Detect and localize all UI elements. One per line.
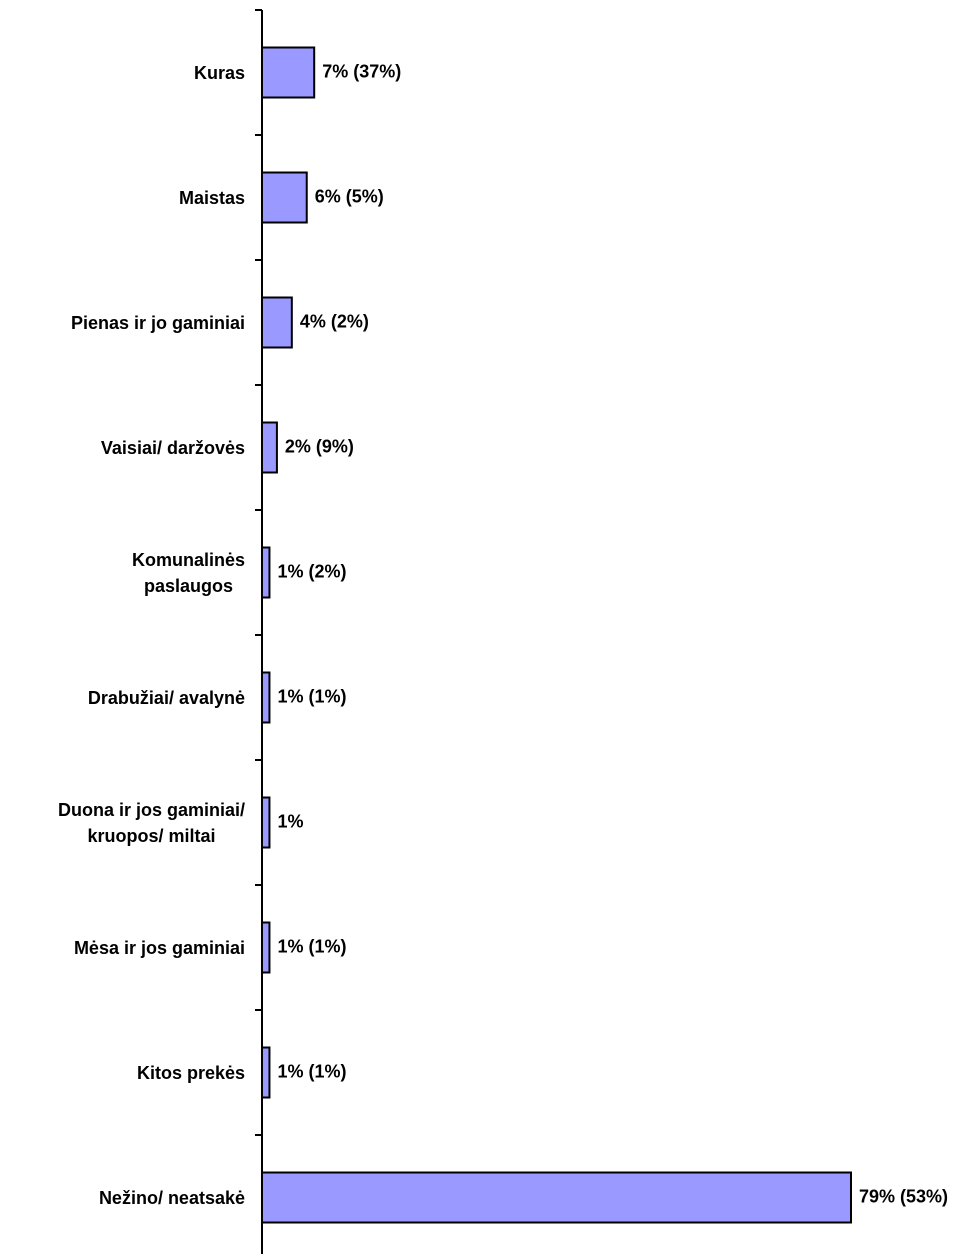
category-label: Komunalinės paslaugos xyxy=(0,533,245,613)
bar xyxy=(261,1046,271,1099)
bar xyxy=(261,796,271,849)
category-text: Kitos prekės xyxy=(136,1062,245,1083)
category-label: Maistas xyxy=(0,158,245,238)
value-label: 6% (5%) xyxy=(315,186,384,206)
category-label: Vaisiai/ daržovės xyxy=(0,408,245,488)
category-label: Kuras xyxy=(0,33,245,113)
category-text: Maistas xyxy=(178,187,245,208)
category-text: Pienas ir jo gaminiai xyxy=(70,312,245,333)
bar xyxy=(261,671,271,724)
value-label: 7% (37%) xyxy=(322,61,401,81)
bar xyxy=(261,171,308,224)
value-label: 1% (1%) xyxy=(277,1061,346,1081)
category-label: Pienas ir jo gaminiai xyxy=(0,283,245,363)
bar xyxy=(261,46,316,99)
value-label: 79% (53%) xyxy=(859,1186,948,1206)
value-label: 1% (2%) xyxy=(277,561,346,581)
value-label: 1% (1%) xyxy=(277,686,346,706)
category-text: Drabužiai/ avalynė xyxy=(87,687,245,708)
category-label: Nežino/ neatsakė xyxy=(0,1158,245,1238)
category-text: Vaisiai/ daržovės xyxy=(100,437,245,458)
category-text: Mėsa ir jos gaminiai xyxy=(73,937,245,958)
category-text: Duona ir jos gaminiai/ kruopos/ miltai xyxy=(57,799,245,846)
category-text: Kuras xyxy=(193,62,245,83)
category-label: Kitos prekės xyxy=(0,1033,245,1113)
bar xyxy=(261,296,293,349)
value-label: 1% (1%) xyxy=(277,936,346,956)
category-label: Drabužiai/ avalynė xyxy=(0,658,245,738)
category-text: Komunalinės paslaugos xyxy=(131,549,245,596)
bar xyxy=(261,921,271,974)
value-label: 4% (2%) xyxy=(300,311,369,331)
value-label: 1% xyxy=(277,811,303,831)
bar xyxy=(261,1171,852,1224)
value-label: 2% (9%) xyxy=(285,436,354,456)
bar xyxy=(261,421,278,474)
category-text: Nežino/ neatsakė xyxy=(98,1187,245,1208)
bar xyxy=(261,546,271,599)
category-label: Mėsa ir jos gaminiai xyxy=(0,908,245,988)
category-label: Duona ir jos gaminiai/ kruopos/ miltai xyxy=(0,783,245,863)
